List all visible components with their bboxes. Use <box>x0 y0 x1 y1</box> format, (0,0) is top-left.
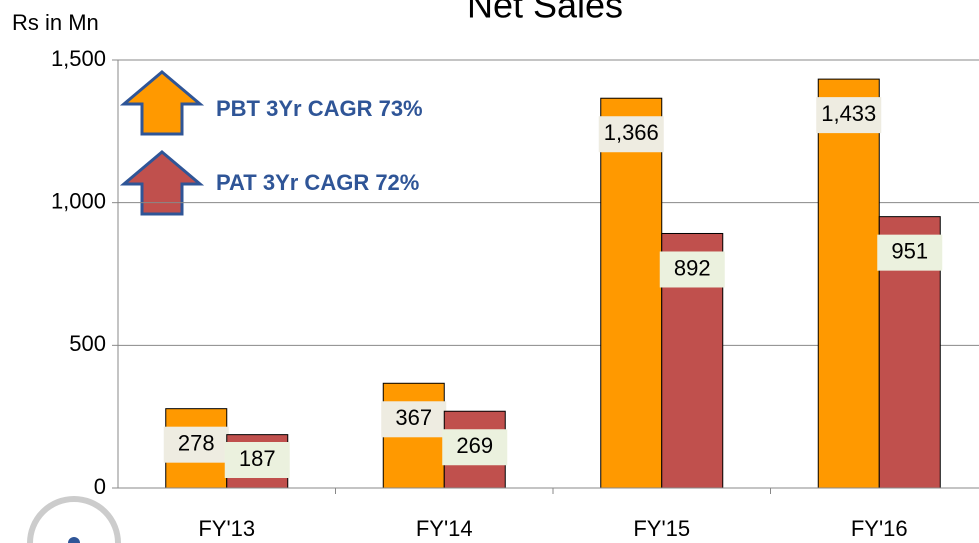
x-tick-label: FY'15 <box>633 516 690 541</box>
y-tick-label: 1,000 <box>51 188 106 213</box>
value-label: 367 <box>395 405 432 430</box>
value-label-box <box>598 116 664 153</box>
y-axis-label: Rs in Mn <box>12 10 99 35</box>
value-label: 278 <box>178 430 215 455</box>
value-label: 951 <box>891 238 928 263</box>
value-label: 187 <box>239 446 276 471</box>
chart-title: Net Sales <box>467 0 623 26</box>
x-tick-label: FY'16 <box>851 516 908 541</box>
value-label-box <box>224 442 290 478</box>
annotation-arrows <box>119 70 205 216</box>
annotation: PBT 3Yr CAGR 73% <box>216 96 423 121</box>
y-tick-label: 0 <box>94 474 106 499</box>
annotation: PAT 3Yr CAGR 72% <box>216 170 419 195</box>
value-label-box <box>442 429 508 466</box>
value-label-box <box>163 426 229 463</box>
bar <box>600 97 663 489</box>
y-tick-label: 500 <box>69 331 106 356</box>
value-label: 1,433 <box>821 101 876 126</box>
value-label: 1,366 <box>604 120 659 145</box>
up-arrow <box>119 150 205 216</box>
logo-dot <box>68 537 80 543</box>
value-label-box <box>877 234 943 271</box>
value-label-box <box>816 97 882 134</box>
bar <box>817 78 880 489</box>
value-label: 892 <box>674 255 711 280</box>
x-tick-label: FY'14 <box>416 516 473 541</box>
value-label-box <box>381 401 447 438</box>
x-tick-label: FY'13 <box>198 516 255 541</box>
value-label-box <box>659 251 725 288</box>
logo-ring <box>27 496 121 543</box>
up-arrow <box>119 70 205 136</box>
value-label: 269 <box>456 433 493 458</box>
y-tick-label: 1,500 <box>51 46 106 71</box>
logo <box>27 496 121 543</box>
